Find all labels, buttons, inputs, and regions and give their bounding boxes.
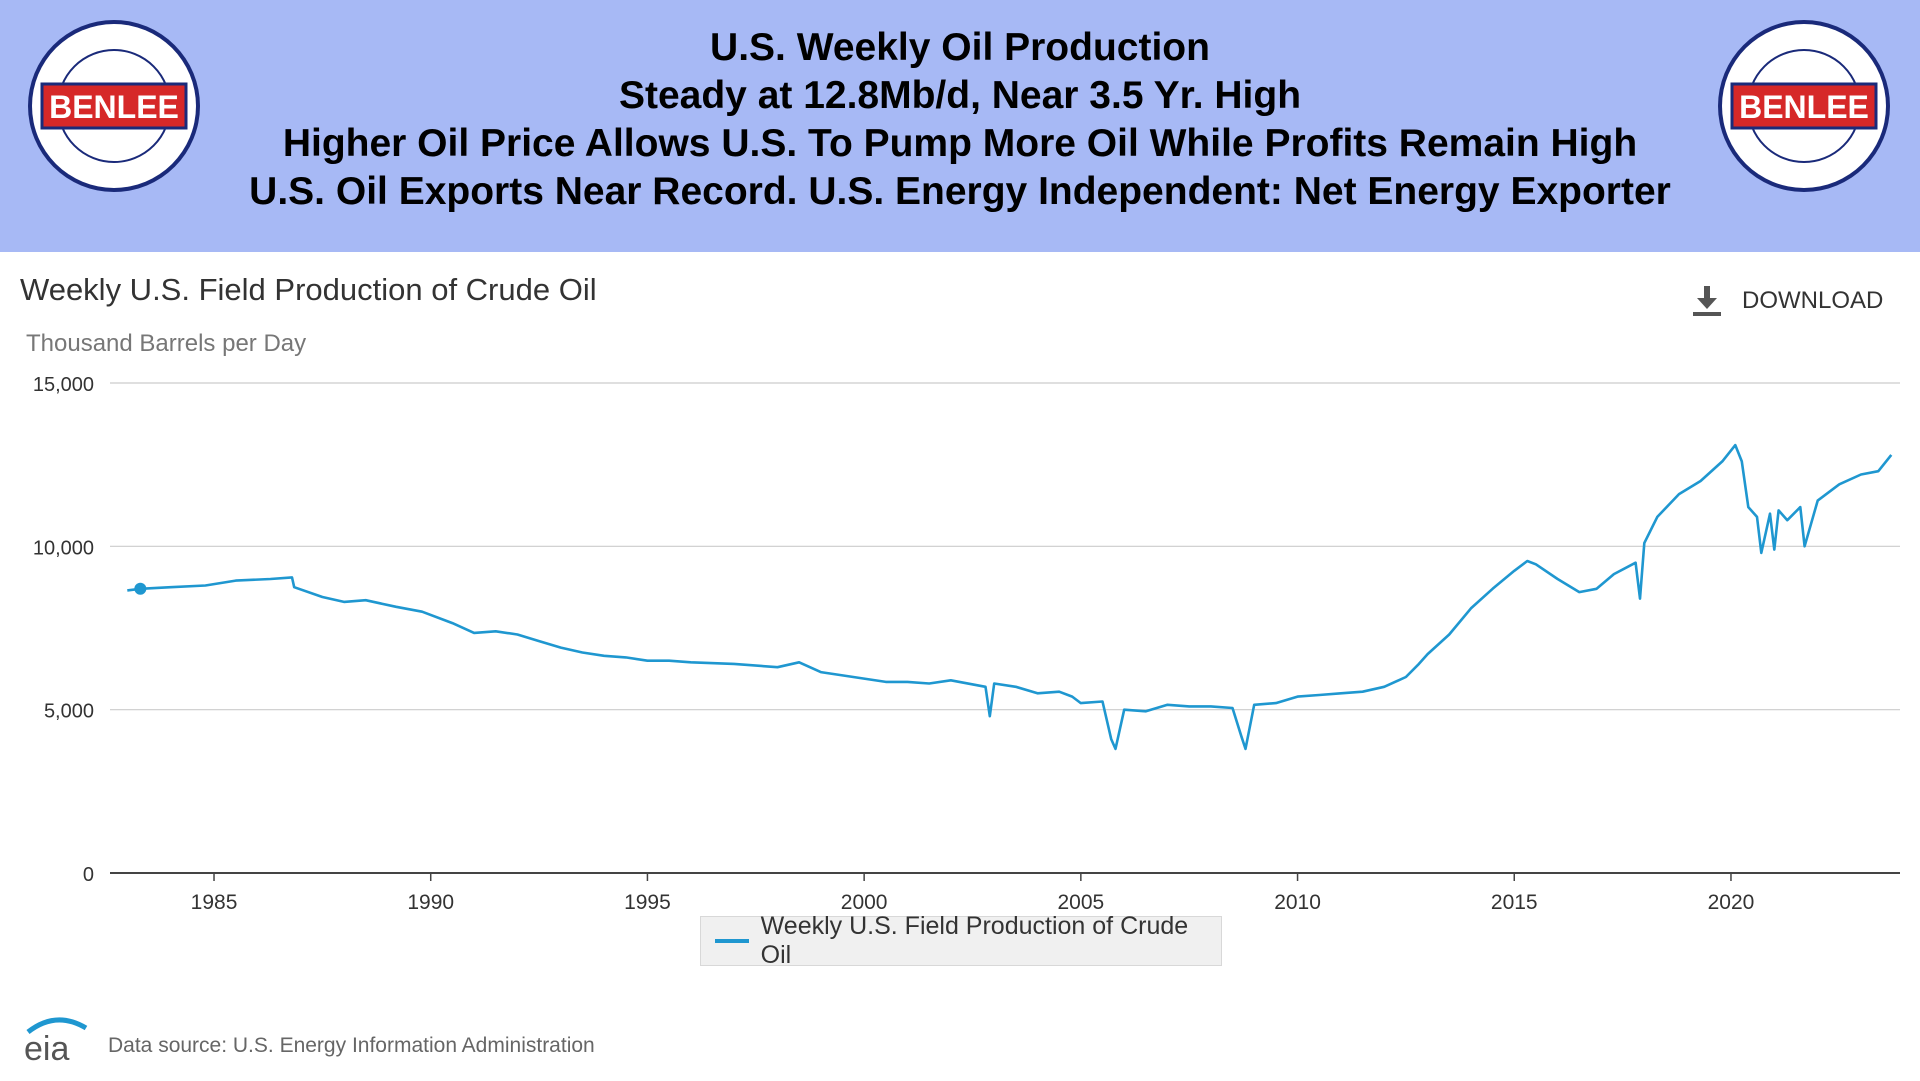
y-tick-label: 10,000 — [33, 537, 94, 559]
y-axis-label: Thousand Barrels per Day — [26, 330, 307, 357]
legend-item[interactable]: Weekly U.S. Field Production of Crude Oi… — [700, 912, 1222, 969]
y-tick-label: 15,000 — [33, 374, 94, 396]
x-tick-label: 1985 — [191, 891, 238, 914]
x-tick-label: 1990 — [407, 891, 454, 914]
x-tick-labels: 1985 1990 1995 2000 2005 2010 2015 2020 — [191, 873, 1755, 914]
svg-text:BENLEE: BENLEE — [49, 89, 179, 125]
y-tick-labels: 0 5,000 10,000 15,000 — [33, 374, 94, 886]
eia-logo: eia — [24, 1017, 88, 1066]
series-marker — [134, 582, 147, 595]
svg-text:eia: eia — [24, 1030, 69, 1066]
headline-2: Steady at 12.8Mb/d, Near 3.5 Yr. High — [618, 74, 1302, 117]
headline-3: Higher Oil Price Allows U.S. To Pump Mor… — [282, 122, 1638, 165]
series-layer — [127, 443, 1893, 751]
headline-4: U.S. Oil Exports Near Record. U.S. Energ… — [249, 170, 1671, 213]
headline-block: U.S. Weekly Oil Production Steady at 12.… — [210, 24, 1710, 216]
legend-label: Weekly U.S. Field Production of Crude Oi… — [760, 912, 1189, 969]
svg-text:BENLEE: BENLEE — [1739, 89, 1869, 125]
x-tick-label: 2020 — [1708, 891, 1755, 914]
legend-swatch — [715, 939, 749, 943]
series-line — [127, 443, 1893, 751]
header-banner — [0, 0, 1920, 252]
x-tick-label: 2005 — [1057, 891, 1104, 914]
grid-lines — [110, 382, 1900, 874]
headline-1: U.S. Weekly Oil Production — [710, 26, 1210, 69]
download-button[interactable]: DOWNLOAD — [1690, 284, 1883, 318]
benlee-logo-right: BENLEE — [1718, 20, 1890, 192]
download-label: DOWNLOAD — [1742, 287, 1884, 314]
x-tick-label: 1995 — [624, 891, 671, 914]
y-tick-label: 5,000 — [44, 701, 94, 723]
y-tick-label: 0 — [83, 864, 94, 886]
x-tick-label: 2015 — [1491, 891, 1538, 914]
benlee-logo-left: BENLEE — [28, 20, 200, 192]
chart-title: Weekly U.S. Field Production of Crude Oi… — [20, 272, 597, 307]
x-tick-label: 2000 — [841, 891, 888, 914]
x-tick-label: 2010 — [1274, 891, 1321, 914]
data-source: Data source: U.S. Energy Information Adm… — [108, 1034, 595, 1057]
download-icon — [1693, 286, 1721, 316]
